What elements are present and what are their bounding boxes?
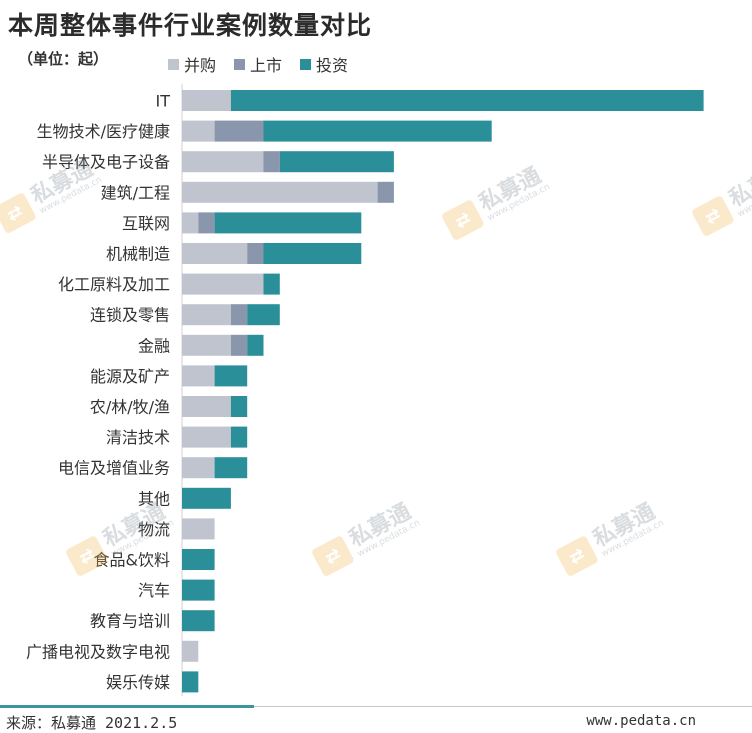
bar-segment-investment — [247, 334, 264, 356]
bar-segment-investment — [182, 579, 215, 601]
bar-segment-investment — [230, 396, 248, 417]
category-label: 汽车 — [138, 581, 170, 600]
category-label: 互联网 — [122, 214, 170, 233]
bar-segment-merger — [182, 365, 215, 387]
legend-swatch-ipo — [234, 58, 246, 70]
legend-swatch-investment — [300, 58, 312, 70]
bar-segment-merger — [182, 90, 231, 111]
category-label: 农/林/牧/渔 — [90, 398, 170, 417]
bar-chart: IT 生物技术/医疗健康半导体及电子设备建筑/工程互联网机械制造化工原料及加工连锁… — [26, 84, 704, 696]
bar-segment-investment — [263, 243, 362, 264]
source-note: 来源：私募通 2021.2.5 — [6, 714, 178, 732]
category-label: 机械制造 — [106, 245, 170, 264]
category-label: 广播电视及数字电视 — [26, 642, 170, 661]
category-label: IT — [156, 92, 171, 111]
bar-segment-merger — [182, 243, 248, 264]
bar-segment-ipo — [230, 334, 248, 356]
category-label: 金融 — [138, 336, 170, 355]
bar-segment-investment — [230, 90, 704, 111]
category-label: 娱乐传媒 — [106, 673, 170, 692]
category-label: 食品&饮料 — [94, 551, 170, 570]
bar-segment-merger — [182, 273, 264, 295]
bar-segment-merger — [182, 396, 231, 417]
bar-segment-ipo — [263, 151, 280, 173]
category-label: 物流 — [138, 520, 170, 539]
legend-item-ipo: 上市 — [234, 52, 282, 76]
bar-segment-merger — [182, 334, 231, 356]
site-url: www.pedata.cn — [586, 713, 696, 729]
bar-segment-investment — [263, 273, 280, 295]
bar-segment-merger — [182, 120, 215, 142]
bar-segment-investment — [214, 212, 362, 234]
legend-item-merger: 并购 — [168, 52, 216, 76]
bar-segment-merger — [182, 181, 378, 203]
legend-label-merger: 并购 — [184, 56, 217, 75]
bar-segment-ipo — [247, 243, 264, 264]
legend-label-ipo: 上市 — [250, 56, 283, 75]
bar-segment-investment — [182, 487, 231, 509]
bar-segment-merger — [182, 518, 215, 540]
footer-accent-bar — [0, 705, 254, 708]
legend-swatch-merger — [168, 58, 179, 70]
bar-segment-investment — [214, 457, 248, 479]
category-label: 连锁及零售 — [90, 306, 170, 325]
legend: 并购 上市 投资 — [168, 52, 366, 76]
bar-segment-merger — [182, 457, 215, 479]
bar-segment-merger — [182, 212, 199, 234]
unit-label: （单位：起） — [18, 50, 109, 68]
category-label: 半导体及电子设备 — [42, 153, 170, 172]
category-label: 清洁技术 — [106, 428, 170, 447]
bar-segment-investment — [279, 151, 394, 173]
footer-divider — [0, 706, 752, 707]
category-label: 其他 — [138, 489, 170, 508]
category-label: 生物技术/医疗健康 — [37, 122, 170, 141]
bar-segment-investment — [230, 426, 248, 448]
bar-segment-investment — [182, 549, 215, 570]
category-label: 教育与培训 — [90, 612, 170, 631]
bar-segment-merger — [182, 304, 231, 326]
legend-label-investment: 投资 — [316, 56, 349, 75]
bar-segment-merger — [182, 151, 264, 173]
category-label: 建筑/工程 — [101, 183, 170, 202]
category-label: 能源及矿产 — [90, 367, 170, 386]
bar-segment-investment — [263, 120, 492, 142]
category-label: 电信及增值业务 — [58, 459, 170, 478]
bar-segment-investment — [214, 365, 248, 387]
bar-segment-investment — [182, 610, 215, 632]
bar-segment-ipo — [214, 120, 264, 142]
bar-segment-ipo — [230, 304, 248, 326]
bar-segment-merger — [182, 426, 231, 448]
bar-segment-merger — [182, 640, 199, 662]
chart-title: 本周整体事件行业案例数量对比 — [8, 11, 373, 40]
category-label: 化工原料及加工 — [58, 275, 170, 294]
bar-segment-ipo — [198, 212, 215, 234]
legend-item-investment: 投资 — [300, 52, 348, 76]
bar-segment-investment — [182, 671, 199, 693]
bar-segment-ipo — [377, 181, 394, 203]
bar-segment-investment — [247, 304, 280, 326]
